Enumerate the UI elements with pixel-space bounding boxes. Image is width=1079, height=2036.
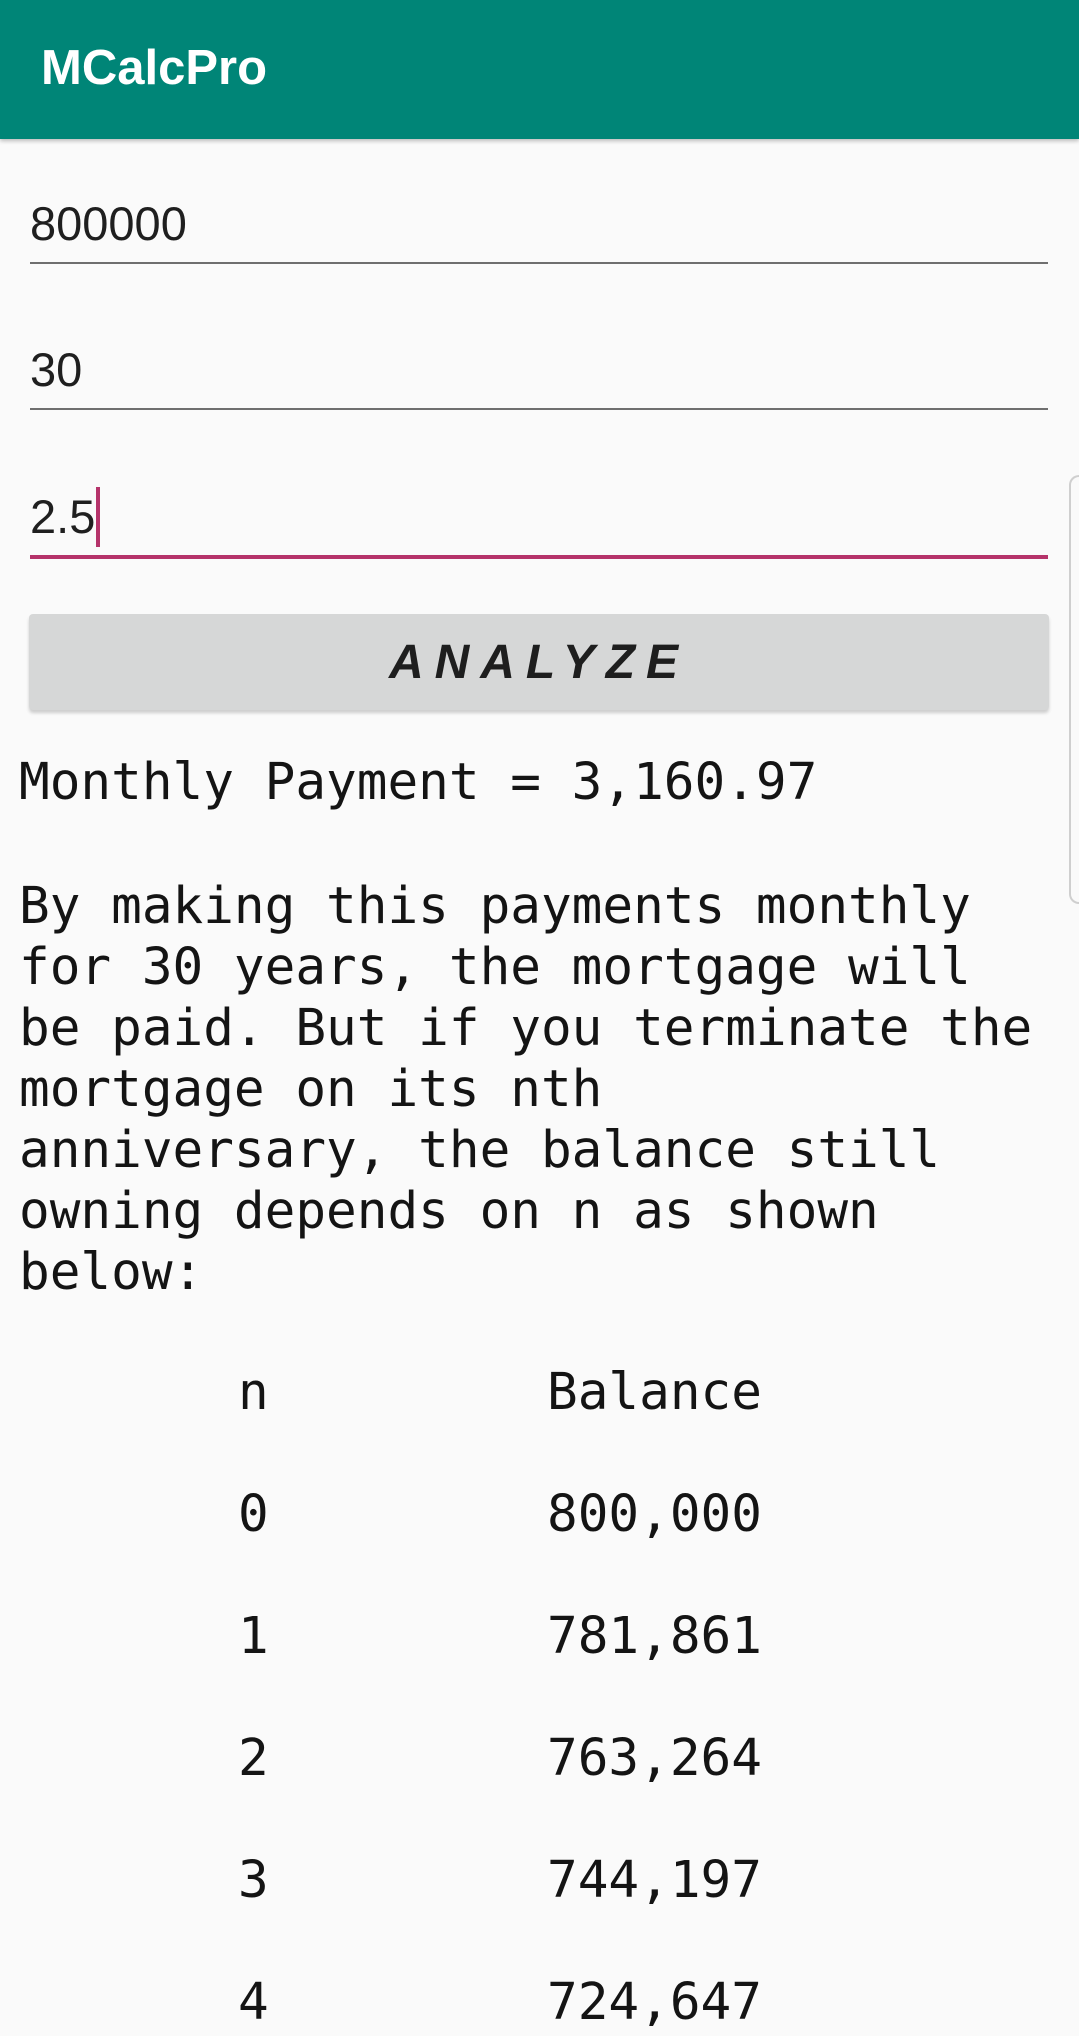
- amortization-input[interactable]: 30: [30, 340, 1048, 410]
- principal-input[interactable]: 800000: [30, 194, 1048, 264]
- interest-input-value: 2.5: [30, 490, 96, 543]
- table-row: 4 724,647: [0, 1970, 1079, 2036]
- row-balance: 744,197: [547, 1851, 762, 1910]
- amortization-input-value: 30: [30, 343, 83, 396]
- column-header-n: n: [238, 1363, 269, 1422]
- row-balance: 763,264: [547, 1729, 762, 1788]
- table-header: n Balance: [0, 1360, 1079, 1426]
- row-n: 4: [238, 1973, 269, 2032]
- monthly-payment-text: Monthly Payment = 3,160.97: [19, 753, 818, 812]
- app-toolbar: MCalcPro: [0, 0, 1079, 139]
- amortization-description: By making this payments monthly for 30 y…: [19, 877, 1033, 1302]
- row-n: 3: [238, 1851, 269, 1910]
- column-header-balance: Balance: [547, 1363, 762, 1422]
- row-balance: 724,647: [547, 1973, 762, 2032]
- row-n: 0: [238, 1485, 269, 1544]
- analyze-button[interactable]: ANALYZE: [29, 614, 1049, 710]
- row-balance: 781,861: [547, 1607, 762, 1666]
- table-row: 2 763,264: [0, 1726, 1079, 1792]
- row-n: 2: [238, 1729, 269, 1788]
- table-row: 1 781,861: [0, 1604, 1079, 1670]
- interest-input-text: 2.5: [30, 487, 101, 547]
- table-row: 0 800,000: [0, 1482, 1079, 1548]
- scroll-handle[interactable]: [1069, 475, 1079, 904]
- row-n: 1: [238, 1607, 269, 1666]
- principal-input-underline: [30, 262, 1048, 264]
- text-cursor: [96, 487, 101, 547]
- interest-input[interactable]: 2.5: [30, 487, 1048, 559]
- app-title: MCalcPro: [41, 41, 268, 95]
- interest-input-underline: [30, 555, 1048, 559]
- table-row: 3 744,197: [0, 1848, 1079, 1914]
- principal-input-value: 800000: [30, 197, 187, 250]
- amortization-input-underline: [30, 408, 1048, 410]
- row-balance: 800,000: [547, 1485, 762, 1544]
